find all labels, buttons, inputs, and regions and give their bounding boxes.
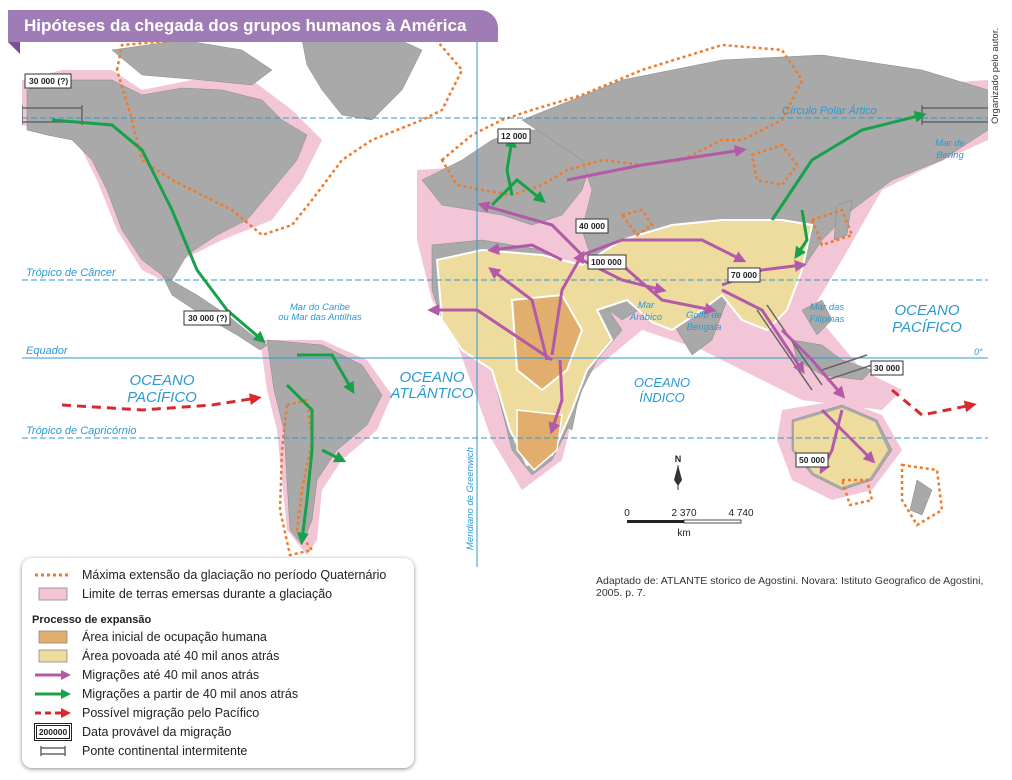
legend-section-title: Processo de expansão xyxy=(32,614,152,626)
green-arrow-icon xyxy=(32,685,74,703)
world-map: Círculo Polar Ártico Trópico de Câncer E… xyxy=(21,10,989,567)
legend-row-emerged: Limite de terras emersas durante a glaci… xyxy=(32,585,332,603)
svg-text:2 370: 2 370 xyxy=(671,508,696,519)
migrations-late xyxy=(51,110,927,545)
map-legend: Máxima extensão da glaciação no período … xyxy=(22,558,414,768)
side-credit: Organizado pelo autor. xyxy=(990,27,1001,124)
glaciation-symbol xyxy=(32,566,74,584)
ocean-pacific-west-1: OCEANO xyxy=(129,372,194,389)
legend-label-date-box: Data provável da migração xyxy=(82,725,232,739)
migrations-early xyxy=(427,145,876,475)
svg-text:4 740: 4 740 xyxy=(728,508,753,519)
initial-area-symbol xyxy=(32,628,74,646)
svg-text:km: km xyxy=(677,528,690,539)
legend-row-late-migration: Migrações a partir de 40 mil anos atrás xyxy=(32,685,298,703)
sea-caribbean-2: ou Mar das Antilhas xyxy=(278,312,362,323)
land-bridges xyxy=(21,105,988,391)
purple-arrow-icon xyxy=(32,666,74,684)
emerged-land-symbol xyxy=(32,585,74,603)
sea-philippines-1: Mar das xyxy=(810,302,845,313)
legend-row-glaciation: Máxima extensão da glaciação no período … xyxy=(32,566,386,584)
svg-text:30 000 (?): 30 000 (?) xyxy=(188,313,227,323)
sea-bering-1: Mar de xyxy=(935,138,965,149)
map-title: Hipóteses da chegada dos grupos humanos … xyxy=(8,10,498,42)
ocean-pacific-west-2: PACÍFICO xyxy=(127,389,197,406)
date-box-south-asia: 70 000 xyxy=(727,267,761,283)
sea-arabian-1: Mar xyxy=(638,300,655,311)
svg-text:30 000: 30 000 xyxy=(874,363,900,373)
ocean-indian-2: ÍNDICO xyxy=(639,390,685,405)
pacific-routes xyxy=(61,388,977,417)
sea-bering-2: Bering xyxy=(936,150,964,161)
sea-philippines-2: Filipinas xyxy=(810,314,845,325)
legend-label-populated: Área povoada até 40 mil anos atrás xyxy=(82,649,280,663)
date-box-arabia: 100 000 xyxy=(587,254,627,270)
ocean-atlantic-1: OCEANO xyxy=(399,369,464,386)
svg-text:40 000: 40 000 xyxy=(579,221,605,231)
svg-text:100 000: 100 000 xyxy=(591,257,622,267)
legend-label-land-bridge: Ponte continental intermitente xyxy=(82,744,248,758)
sea-bengal-1: Golfo de xyxy=(686,310,722,321)
svg-text:0: 0 xyxy=(624,508,630,519)
tropic-capricorn-label: Trópico de Capricórnio xyxy=(26,425,136,437)
compass-rose: N xyxy=(674,454,682,490)
svg-text:70 000: 70 000 xyxy=(731,270,757,280)
legend-row-date-box: 200000 Data provável da migração xyxy=(32,723,231,741)
legend-label-emerged: Limite de terras emersas durante a glaci… xyxy=(82,587,333,601)
ocean-pacific-east-2: PACÍFICO xyxy=(892,319,962,336)
date-boxes: 30 000 (?) 30 000 (?) 12 000 40 000 100 … xyxy=(24,73,904,468)
sea-bengal-2: Bengala xyxy=(687,322,722,333)
ocean-atlantic-2: ATLÂNTICO xyxy=(389,385,473,402)
land-bridge-icon xyxy=(32,742,74,760)
populated-area-symbol xyxy=(32,647,74,665)
date-box-central-america: 30 000 (?) xyxy=(183,310,231,326)
tropic-cancer-label: Trópico de Câncer xyxy=(26,267,117,279)
legend-row-populated: Área povoada até 40 mil anos atrás xyxy=(32,647,279,665)
polar-circle-label: Círculo Polar Ártico xyxy=(782,104,877,117)
greenwich-label: Meridiano de Greenwich xyxy=(465,447,476,550)
date-box-symbol: 200000 xyxy=(32,723,74,741)
legend-row-early-migration: Migrações até 40 mil anos atrás xyxy=(32,666,259,684)
sea-arabian-2: Arábico xyxy=(629,312,662,323)
red-dashed-arrow-icon xyxy=(32,704,74,722)
legend-row-pacific-route: Possível migração pelo Pacífico xyxy=(32,704,259,722)
scale-bar: 0 2 370 4 740 km xyxy=(624,508,754,539)
legend-label-early-migration: Migrações até 40 mil anos atrás xyxy=(82,668,260,682)
date-box-bering-west: 30 000 (?) xyxy=(24,73,72,89)
svg-text:30 000 (?): 30 000 (?) xyxy=(29,76,68,86)
date-box-middle-east: 40 000 xyxy=(575,218,609,234)
date-box-sample: 200000 xyxy=(33,723,73,741)
legend-label-glaciation: Máxima extensão da glaciação no período … xyxy=(82,568,387,582)
legend-row-initial: Área inicial de ocupação humana xyxy=(32,628,267,646)
svg-text:N: N xyxy=(675,454,682,464)
legend-label-late-migration: Migrações a partir de 40 mil anos atrás xyxy=(82,687,299,701)
source-citation: Adaptado de: ATLANTE storico de Agostini… xyxy=(596,575,984,599)
ocean-indian-1: OCEANO xyxy=(634,375,690,390)
sea-caribbean-1: Mar do Caribe xyxy=(290,302,350,313)
legend-label-initial: Área inicial de ocupação humana xyxy=(82,630,267,644)
date-box-europe: 12 000 xyxy=(497,128,531,144)
svg-text:12 000: 12 000 xyxy=(501,131,527,141)
title-corner-fold xyxy=(8,42,20,54)
legend-row-land-bridge: Ponte continental intermitente xyxy=(32,742,247,760)
date-box-australia: 50 000 xyxy=(795,452,829,468)
svg-text:50 000: 50 000 xyxy=(799,455,825,465)
date-box-pacific-east: 30 000 xyxy=(870,360,904,376)
zero-degree-label: 0° xyxy=(974,347,983,357)
legend-label-pacific-route: Possível migração pelo Pacífico xyxy=(82,706,260,720)
ocean-pacific-east-1: OCEANO xyxy=(894,302,959,319)
equator-label: Equador xyxy=(26,345,69,357)
